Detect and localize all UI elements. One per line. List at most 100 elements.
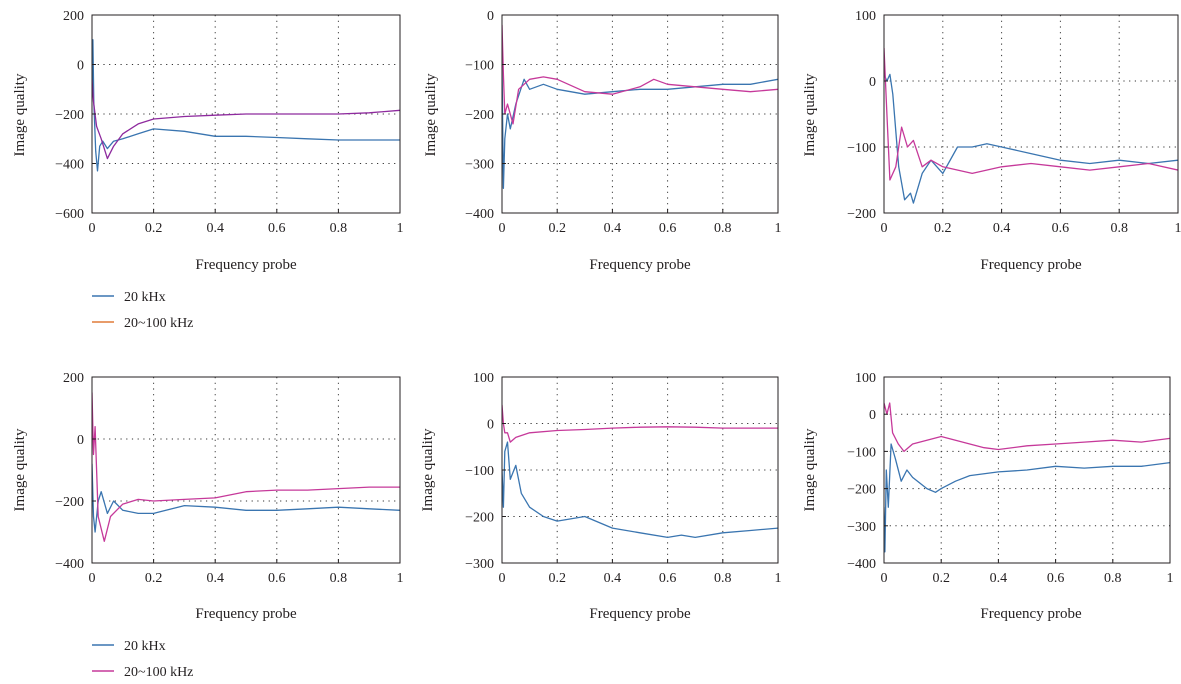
chart-4-frame	[91, 376, 401, 564]
chart-2-xtick-0: 0	[499, 221, 506, 236]
chart-4-xtick-4: 0.8	[330, 571, 348, 586]
chart-3-xtick-3: 0.6	[1052, 221, 1070, 236]
chart-3-xtick-4: 0.8	[1110, 221, 1128, 236]
chart-3-ytick-0: 100	[855, 9, 876, 24]
chart-6-ytick-5: −400	[847, 557, 876, 572]
chart-1-ytick-0: 200	[63, 9, 84, 24]
chart-5-ytick-1: 0	[487, 418, 494, 433]
chart-3-series-1	[884, 73, 1178, 204]
chart-3-series-2	[884, 47, 1178, 181]
chart-3-xtick-1: 0.2	[934, 221, 952, 236]
chart-1-series-2	[92, 79, 400, 160]
chart-6-series-2	[884, 402, 1170, 453]
legend-top-label-1: 20 kHx	[124, 290, 166, 305]
chart-4-xtick-3: 0.6	[268, 571, 286, 586]
chart-3-ytick-2: −100	[847, 141, 876, 156]
chart-6-xtick-1: 0.2	[932, 571, 950, 586]
chart-5-ylabel: Image quality	[420, 428, 436, 511]
chart-6-ytick-3: −200	[847, 483, 876, 498]
chart-5-xtick-1: 0.2	[548, 571, 566, 586]
chart-2-xtick-5: 1	[775, 221, 782, 236]
chart-6: Image quality Frequency probe 0 0.2 0.4 0.6…	[802, 371, 1174, 622]
chart-4: Image quality Frequency probe 0 0.2 0.4 0.6…	[12, 371, 404, 622]
chart-2-ytick-3: −300	[465, 158, 494, 173]
chart-6-series-1	[884, 443, 1170, 553]
chart-6-ytick-1: 0	[869, 408, 876, 423]
chart-5-xtick-0: 0	[499, 571, 506, 586]
chart-6-xtick-0: 0	[881, 571, 888, 586]
chart-2-xtick-1: 0.2	[548, 221, 566, 236]
chart-1-series-1	[92, 39, 400, 172]
chart-5-series-2	[502, 404, 778, 443]
chart-2-ytick-2: −200	[465, 108, 494, 123]
chart-6-ylabel: Image quality	[802, 428, 818, 511]
chart-4-xtick-1: 0.2	[145, 571, 163, 586]
chart-4-ytick-0: 200	[63, 371, 84, 386]
chart-3-ylabel: Image quality	[802, 73, 818, 156]
chart-2-xlabel: Frequency probe	[589, 257, 691, 273]
chart-5: Image quality Frequency probe 0 0.2 0.4 0.6…	[420, 371, 782, 622]
chart-1-ylabel: Image quality	[12, 73, 28, 156]
chart-4-xtick-0: 0	[89, 571, 96, 586]
chart-2-series-1	[502, 64, 778, 189]
chart-4-xtick-5: 1	[397, 571, 404, 586]
chart-2-series-2	[502, 24, 778, 125]
chart-2-ytick-4: −400	[465, 207, 494, 222]
chart-6-xtick-4: 0.8	[1104, 571, 1122, 586]
chart-5-xtick-3: 0.6	[659, 571, 677, 586]
chart-2-ylabel: Image quality	[423, 73, 439, 156]
chart-4-ytick-2: −200	[55, 495, 84, 510]
chart-1-ytick-4: −600	[55, 207, 84, 222]
chart-1-xtick-2: 0.4	[206, 221, 224, 236]
chart-6-xlabel: Frequency probe	[980, 606, 1082, 622]
chart-4-series-2	[92, 392, 400, 542]
chart-3-frame	[883, 14, 1179, 214]
chart-1-ytick-1: 0	[77, 59, 84, 74]
chart-5-xtick-4: 0.8	[714, 571, 732, 586]
chart-5-ytick-4: −300	[465, 557, 494, 572]
legend-top-label-2: 20~100 kHz	[124, 316, 193, 331]
chart-6-ytick-2: −100	[847, 445, 876, 460]
chart-4-series-1	[92, 463, 400, 533]
chart-3-xtick-2: 0.4	[993, 221, 1011, 236]
chart-6-ytick-0: 100	[855, 371, 876, 386]
chart-5-xtick-5: 1	[775, 571, 782, 586]
chart-6-xtick-3: 0.6	[1047, 571, 1065, 586]
chart-4-xtick-2: 0.4	[206, 571, 224, 586]
chart-5-ytick-3: −200	[465, 511, 494, 526]
chart-5-ytick-2: −100	[465, 464, 494, 479]
chart-1-xtick-5: 1	[397, 221, 404, 236]
chart-2-ytick-1: −100	[465, 59, 494, 74]
chart-1-xtick-4: 0.8	[330, 221, 348, 236]
chart-4-ylabel: Image quality	[12, 428, 28, 511]
chart-6-xtick-2: 0.4	[990, 571, 1008, 586]
chart-5-series-1	[502, 441, 778, 539]
chart-2-xtick-3: 0.6	[659, 221, 677, 236]
chart-2-xtick-4: 0.8	[714, 221, 732, 236]
chart-4-xlabel: Frequency probe	[195, 606, 297, 622]
chart-4-ytick-1: 0	[77, 433, 84, 448]
chart-3-xlabel: Frequency probe	[980, 257, 1082, 273]
chart-2-xtick-2: 0.4	[604, 221, 622, 236]
chart-3-ytick-1: 0	[869, 75, 876, 90]
chart-1-xtick-1: 0.2	[145, 221, 163, 236]
chart-5-ytick-0: 100	[473, 371, 494, 386]
chart-2-ytick-0: 0	[487, 9, 494, 24]
chart-3-xtick-5: 1	[1175, 221, 1181, 236]
chart-1-ytick-2: −200	[55, 108, 84, 123]
chart-1-xtick-3: 0.6	[268, 221, 286, 236]
legend-bottom-label-1: 20 kHx	[124, 639, 166, 654]
chart-5-xtick-2: 0.4	[604, 571, 622, 586]
legend-bottom-label-2: 20~100 kHz	[124, 665, 193, 680]
chart-1-ytick-3: −400	[55, 158, 84, 173]
chart-1: Image quality Frequency probe 0 0.2 0.4 0.6…	[12, 9, 404, 273]
chart-4-ytick-3: −400	[55, 557, 84, 572]
chart-1-xtick-0: 0	[89, 221, 96, 236]
legend-top: 20 kHx 20~100 kHz	[92, 290, 193, 331]
chart-6-frame	[883, 376, 1171, 564]
chart-3-xtick-0: 0	[881, 221, 888, 236]
chart-6-ytick-4: −300	[847, 520, 876, 535]
legend-bottom: 20 kHx 20~100 kHz	[92, 639, 193, 680]
chart-1-xlabel: Frequency probe	[195, 257, 297, 273]
